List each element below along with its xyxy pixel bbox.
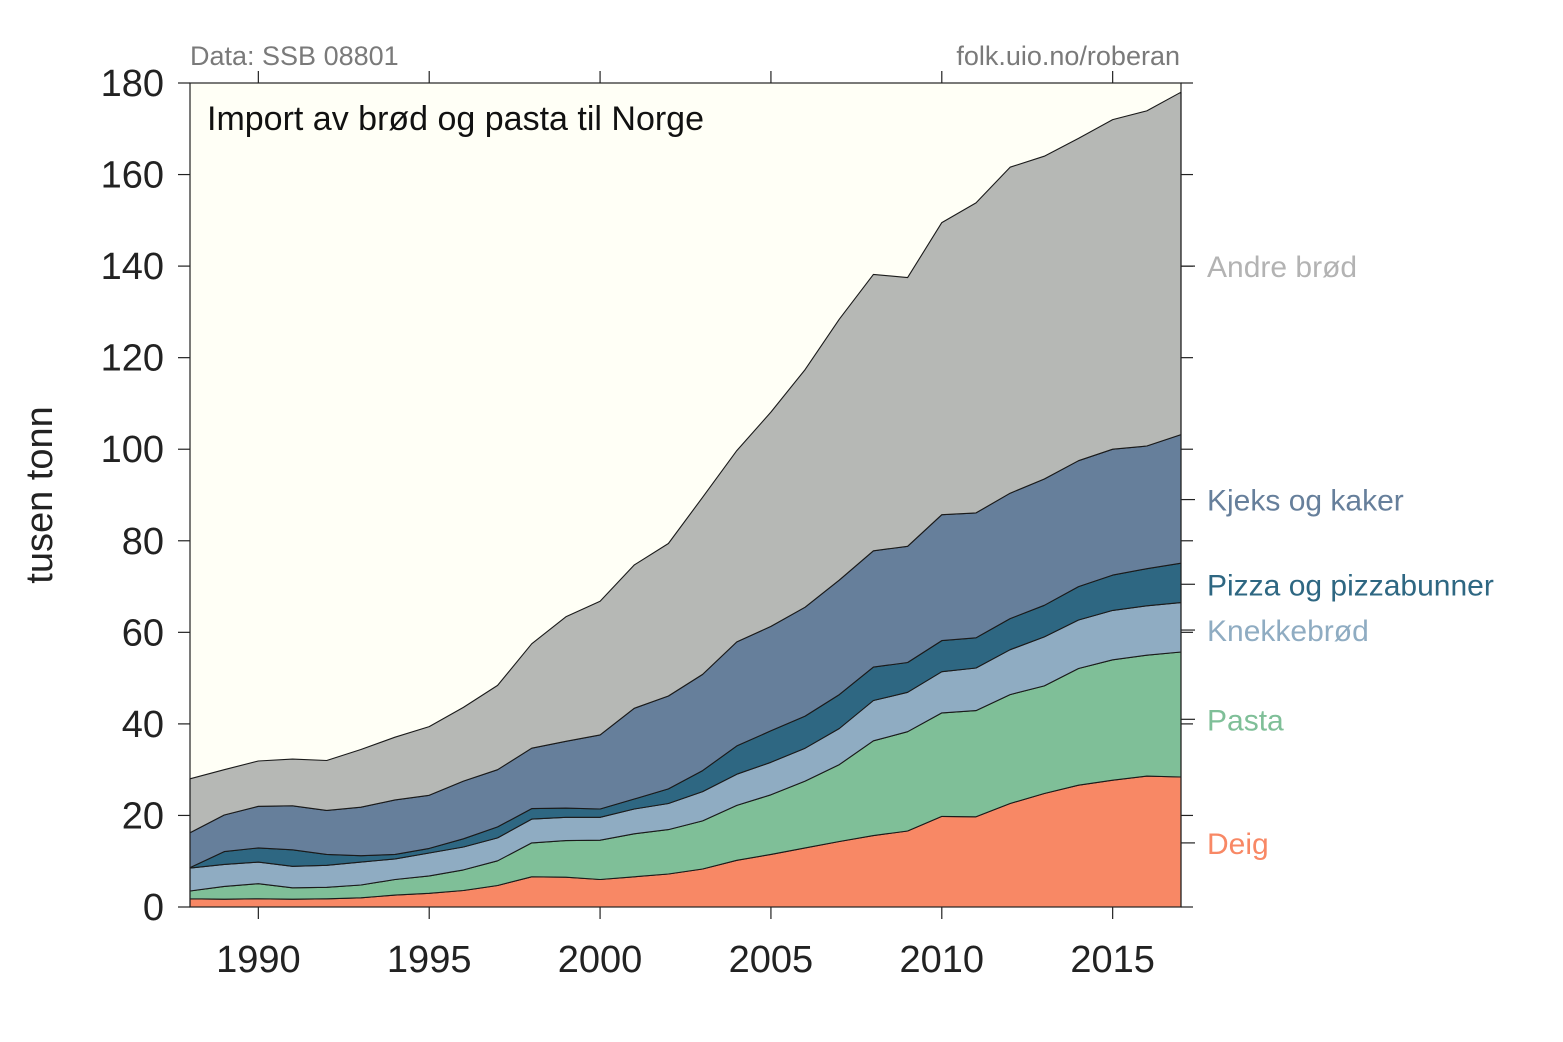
series-label: Knekkebrød [1207,615,1369,648]
y-tick-label: 180 [101,63,164,105]
source-note: Data: SSB 08801 [190,41,399,71]
series-label: Deig [1207,828,1269,861]
y-tick-label: 140 [101,246,164,288]
y-tick-label: 100 [101,429,164,471]
chart-title: Import av brød og pasta til Norge [207,100,704,138]
x-tick-label: 2015 [1070,939,1155,981]
y-axis-label: tusen tonn [19,406,61,583]
y-tick-label: 60 [122,612,164,654]
x-tick-label: 2005 [729,939,814,981]
series-label: Pizza og pizzabunner [1207,569,1494,602]
author-link: folk.uio.no/roberan [956,41,1180,71]
x-tick-label: 1995 [387,939,472,981]
y-tick-label: 160 [101,155,164,197]
series-label: Pasta [1207,704,1284,737]
y-tick-label: 20 [122,795,164,837]
x-tick-label: 1990 [216,939,301,981]
y-tick-label: 80 [122,521,164,563]
y-tick-label: 120 [101,338,164,380]
x-tick-label: 2000 [558,939,643,981]
series-labels: Deig Pasta Knekkebrød Pizza og pizzabunner K… [1181,251,1494,861]
series-label: Andre brød [1207,251,1357,284]
plot-frame [189,82,1182,908]
x-tick-label: 2010 [900,939,985,981]
axis-tick-labels: 0 20 40 60 80 100 120 140 160 180 1990 1995 2000 2005… [101,63,1155,981]
y-tick-label: 40 [122,704,164,746]
y-tick-label: 0 [143,887,164,929]
series-label: Kjeks og kaker [1207,485,1404,518]
